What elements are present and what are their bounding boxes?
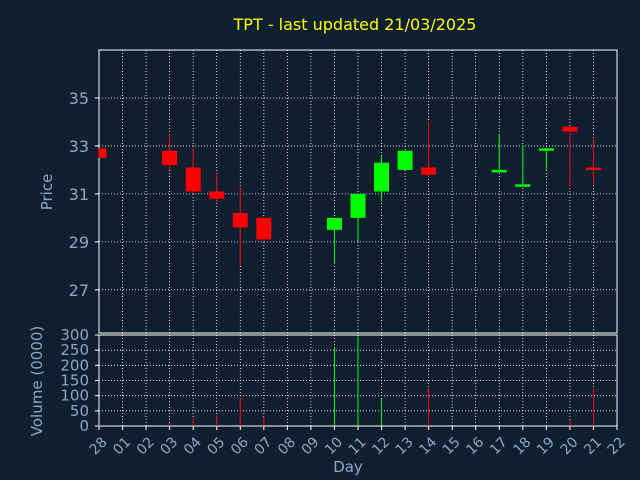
candle-body: [585, 167, 601, 171]
x-tick-label: 17: [487, 434, 511, 458]
chart-title: TPT - last updated 21/03/2025: [233, 15, 477, 34]
candle-body: [232, 213, 248, 228]
volume-tick-label: 150: [60, 372, 89, 390]
x-axis-label: Day: [333, 458, 363, 476]
candle-body: [99, 148, 107, 158]
x-tick-label: 10: [322, 434, 346, 458]
x-tick-label: 06: [228, 434, 252, 458]
x-tick-label: 16: [463, 434, 487, 458]
x-tick-label: 09: [299, 434, 323, 458]
candle-body: [397, 150, 413, 170]
x-tick-label: 19: [534, 434, 558, 458]
x-tick-label: 08: [275, 434, 299, 458]
x-tick-label: 07: [252, 434, 276, 458]
candle-body: [350, 193, 366, 218]
x-tick-label: 28: [87, 434, 111, 458]
volume-tick-label: 250: [60, 341, 89, 359]
candle-body: [374, 162, 390, 192]
x-tick-label: 11: [346, 434, 370, 458]
x-tick-label: 15: [440, 434, 464, 458]
x-tick-label: 20: [558, 434, 582, 458]
x-tick-label: 12: [369, 434, 393, 458]
candle-body: [515, 184, 531, 187]
x-tick-label: 03: [157, 434, 181, 458]
x-tick-label: 14: [416, 434, 440, 458]
candle-body: [162, 150, 178, 166]
volume-tick-label: 200: [60, 356, 89, 374]
chart-marks: 28 01 02 03 04 05 06 07 08 09 10 11 12 13 14 15 16 17 18 19…: [60, 49, 629, 458]
candle-body: [256, 217, 272, 240]
x-tick-label: 22: [605, 434, 629, 458]
price-axis-label: Price: [38, 174, 56, 211]
x-tick-label: 02: [134, 434, 158, 458]
price-tick-label: 31: [69, 185, 89, 204]
candle-body: [185, 167, 201, 192]
candle-body: [421, 167, 437, 175]
x-tick-label: 05: [204, 434, 228, 458]
volume-tick-label: 100: [60, 387, 89, 405]
candle-body: [562, 126, 578, 132]
x-tick-label: 04: [181, 434, 205, 458]
volume-tick-label: 0: [79, 417, 89, 435]
volume-tick-label: 50: [70, 402, 89, 420]
candle-body: [491, 169, 507, 173]
price-tick-label: 33: [69, 137, 89, 156]
price-tick-label: 29: [69, 233, 89, 252]
x-tick-label: 18: [511, 434, 535, 458]
candle-body: [209, 191, 225, 199]
price-tick-label: 27: [69, 281, 89, 300]
volume-tick-label: 300: [60, 326, 89, 344]
x-tick-label: 21: [581, 434, 605, 458]
x-tick-label: 13: [393, 434, 417, 458]
x-tick-label: 01: [110, 434, 134, 458]
volume-axis-label: Volume (0000): [28, 326, 46, 436]
candle-body: [326, 217, 342, 230]
candle-body: [538, 148, 554, 151]
price-tick-label: 35: [69, 89, 89, 108]
